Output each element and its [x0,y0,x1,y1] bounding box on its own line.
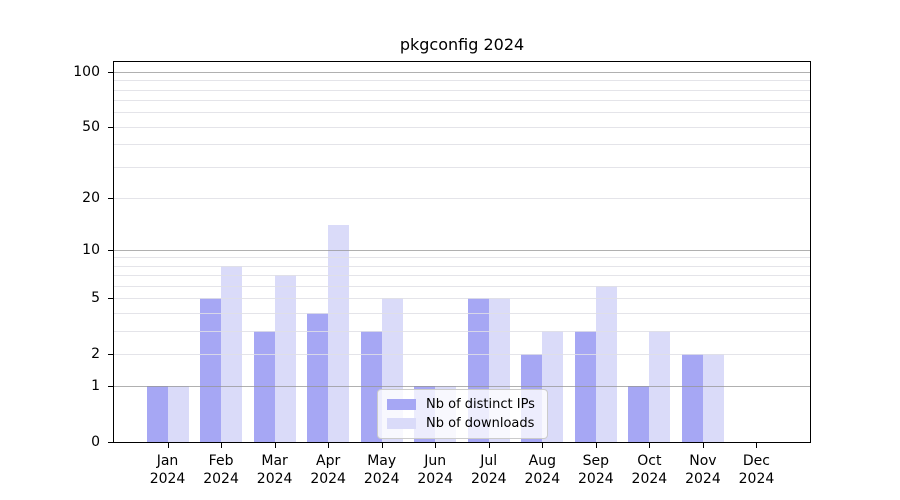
y-tick-mark [108,71,113,73]
x-tick-label: Jan 2024 [149,453,186,487]
gridline-minor [114,197,810,199]
x-tick-label: Dec 2024 [738,453,775,487]
gridline-minor [114,257,810,259]
legend-label-distinct-ips: Nb of distinct IPs [426,397,535,412]
x-tick-mark [595,443,597,448]
x-tick-mark [756,443,758,448]
y-tick-label: 1 [91,378,100,395]
x-tick-mark [221,443,223,448]
x-tick-mark [702,443,704,448]
chart-title: pkgconfig 2024 [399,35,525,54]
x-tick-mark [274,443,276,448]
gridline-minor [114,275,810,277]
legend: Nb of distinct IPs Nb of downloads [377,389,548,439]
x-tick-mark [488,443,490,448]
bar-distinct-ips [628,386,650,442]
legend-entry-distinct-ips: Nb of distinct IPs [387,395,535,414]
x-tick-mark [649,443,651,448]
x-tick-label: Jun 2024 [417,453,454,487]
x-tick-mark [381,443,383,448]
x-tick-label: Mar 2024 [256,453,293,487]
gridline-minor [114,144,810,146]
gridline-minor [114,166,810,168]
x-tick-label: May 2024 [363,453,400,487]
grid-layer [114,62,810,442]
legend-swatch-distinct-ips [387,399,416,410]
y-tick-mark [108,353,113,355]
x-tick-label: Jul 2024 [470,453,507,487]
gridline-major [114,386,810,388]
plot-area [113,61,811,443]
gridline-major [114,71,810,73]
x-tick-mark [167,443,169,448]
gridline-minor [114,100,810,102]
x-tick-mark [542,443,544,448]
y-tick-label: 50 [82,118,100,135]
bar-downloads [274,275,296,442]
gridline-minor [114,330,810,332]
bar-distinct-ips [307,312,329,442]
gridline-minor [114,89,810,91]
y-tick-label: 0 [91,434,100,450]
gridline-major [114,249,810,251]
y-tick-label: 2 [91,345,100,362]
bar-downloads [595,285,617,442]
gridline-minor [114,353,810,355]
x-tick-mark [435,443,437,448]
x-tick-label: Apr 2024 [310,453,346,487]
y-tick-label: 5 [91,290,100,307]
legend-swatch-downloads [387,418,416,429]
x-tick-label: Aug 2024 [524,453,561,487]
gridline-minor [114,265,810,267]
gridline-minor [114,80,810,82]
bar-distinct-ips [146,386,168,442]
y-tick-mark [108,249,113,251]
gridline-minor [114,312,810,314]
bar-downloads [328,224,350,442]
y-tick-mark [108,126,113,128]
legend-label-downloads: Nb of downloads [426,416,535,431]
y-tick-label: 100 [73,63,100,80]
bar-downloads [167,386,189,442]
x-tick-mark [328,443,330,448]
x-tick-label: Feb 2024 [203,453,239,487]
gridline-minor [114,112,810,114]
y-tick-label: 20 [82,189,100,206]
bar-distinct-ips [681,353,703,442]
gridline-minor [114,126,810,128]
y-tick-mark [108,442,113,443]
gridline-minor [114,298,810,300]
y-tick-mark [108,386,113,388]
y-tick-label: 10 [82,241,100,258]
x-tick-label: Sep 2024 [578,453,614,487]
y-tick-mark [108,298,113,300]
bar-distinct-ips [200,298,222,442]
x-tick-label: Oct 2024 [631,453,668,487]
gridline-minor [114,285,810,287]
y-tick-mark [108,197,113,199]
x-tick-label: Nov 2024 [685,453,721,487]
legend-entry-downloads: Nb of downloads [387,414,535,433]
bar-downloads [702,353,724,442]
